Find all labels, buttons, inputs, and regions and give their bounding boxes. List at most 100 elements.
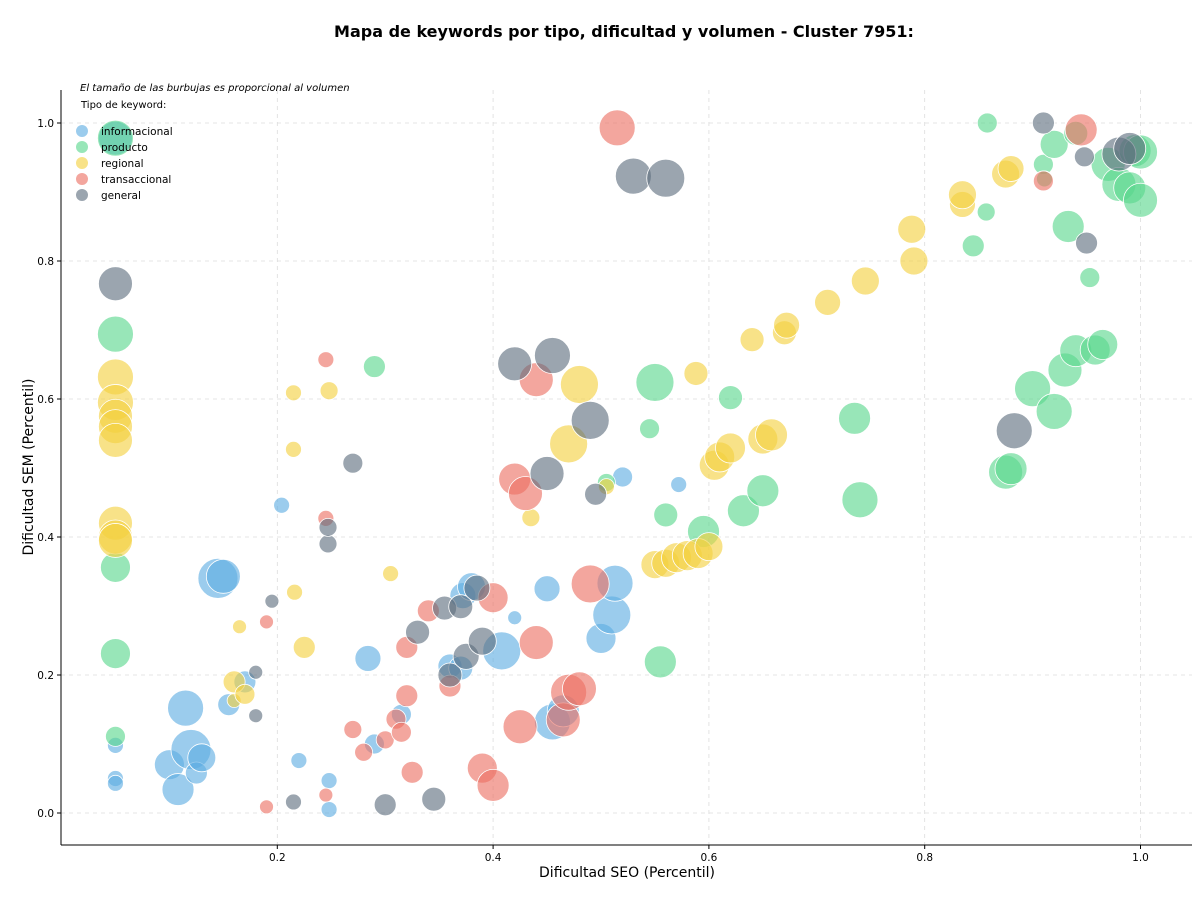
bubble-informacional [592,595,632,635]
bubble-producto [653,502,679,528]
bubble-producto [718,385,743,411]
bubble-producto [635,363,675,402]
bubble-transaccional [518,625,554,660]
bubble-producto [841,481,879,519]
bubble-regional [98,422,133,458]
x-tick-label: 0.2 [269,852,286,864]
bubble-regional [286,583,303,601]
bubble-producto [643,645,677,679]
bubble-regional [285,440,302,458]
x-tick-label: 0.6 [701,852,718,864]
bubble-general [463,574,491,602]
bubble-informacional [107,774,124,792]
bubble-regional [232,619,247,635]
bubble-regional [715,432,746,464]
bubble-transaccional [1032,170,1054,192]
bubble-informacional [320,772,338,789]
bubble-producto [727,494,760,528]
bubble-producto [97,119,134,157]
bubble-regional [899,246,929,276]
legend-label-transaccional: transaccional [101,174,171,186]
bubble-transaccional [354,742,374,762]
axis-ticks: 0.2 0.4 0.6 0.8 1.0 0.0 0.2 0.4 0.6 0.8 1.0 [37,118,1149,864]
bubble-informacional [273,496,291,514]
bubble-general [373,793,397,817]
bubble-regional [382,565,399,582]
bubble-informacional [533,575,561,603]
y-tick-label: 1.0 [37,118,54,130]
bubble-general [570,400,610,440]
bubble-regional [997,155,1025,182]
bubble-regional [683,361,709,386]
bubble-transaccional [318,787,334,803]
bubble-general [646,158,686,198]
bubble-general [264,593,280,609]
bubble-regional [285,384,302,402]
bubble-general [497,346,533,382]
legend-marker-producto [76,141,88,153]
bubble-general [1113,132,1147,165]
bubble-transaccional [390,721,412,743]
bubble-producto [97,315,134,353]
bubble-general [1075,231,1098,255]
bubble-regional [521,508,541,528]
y-tick-label: 0.2 [37,670,54,682]
bubble-layer [97,109,1158,818]
x-tick-label: 0.8 [916,852,933,864]
bubble-regional [897,214,927,244]
bubble-regional [814,288,841,316]
bubble-general [285,793,302,811]
bubble-general [584,482,608,506]
bubble-producto [838,401,871,435]
x-tick-label: 1.0 [1132,852,1149,864]
bubble-transaccional [598,109,636,147]
y-tick-label: 0.8 [37,256,54,268]
bubble-general [448,594,474,620]
bubble-producto [1014,370,1051,408]
legend-marker-informacional [76,125,88,137]
bubble-producto [1039,129,1069,159]
y-axis-label: Dificultad SEM (Percentil) [21,379,37,556]
legend-label-regional: regional [101,158,144,170]
bubble-regional [948,180,977,210]
bubble-general [248,664,264,680]
bubble-producto [994,452,1028,486]
bubble-general [342,452,364,474]
bubble-transaccional [570,564,610,604]
x-axis-label: Dificultad SEO (Percentil) [539,865,715,881]
legend-marker-general [76,189,88,201]
bubble-general [248,708,264,724]
bubble-transaccional [395,684,419,708]
bubble-regional [850,266,880,296]
bubble-regional [694,532,724,562]
legend-label-informacional: informacional [101,126,173,138]
bubble-transaccional [508,476,543,511]
bubble-general [421,786,447,812]
bubble-informacional [670,476,688,493]
bubble-general [529,456,565,491]
y-tick-label: 0.4 [37,532,54,544]
bubble-transaccional [375,730,395,750]
bubble-regional [98,523,133,558]
bubble-transaccional [502,709,538,745]
bubble-informacional [290,752,308,769]
x-tick-label: 0.4 [485,852,502,864]
bubble-general [614,157,652,195]
bubble-general [1073,146,1095,168]
bubble-informacional [167,689,204,727]
bubble-producto [1123,182,1158,218]
legend-label-producto: producto [101,142,148,154]
bubble-general [1031,111,1055,135]
bubble-regional [755,418,788,452]
bubble-producto [1051,210,1085,243]
legend-marker-transaccional [76,173,88,185]
bubble-regional [234,683,256,705]
bubble-general [98,266,133,302]
bubble-regional [560,365,599,404]
bubble-producto [363,355,386,378]
bubble-transaccional [476,769,510,802]
bubble-informacional [205,558,241,594]
bubble-producto [100,638,131,670]
bubble-transaccional [400,760,424,784]
bubble-producto [976,202,996,222]
